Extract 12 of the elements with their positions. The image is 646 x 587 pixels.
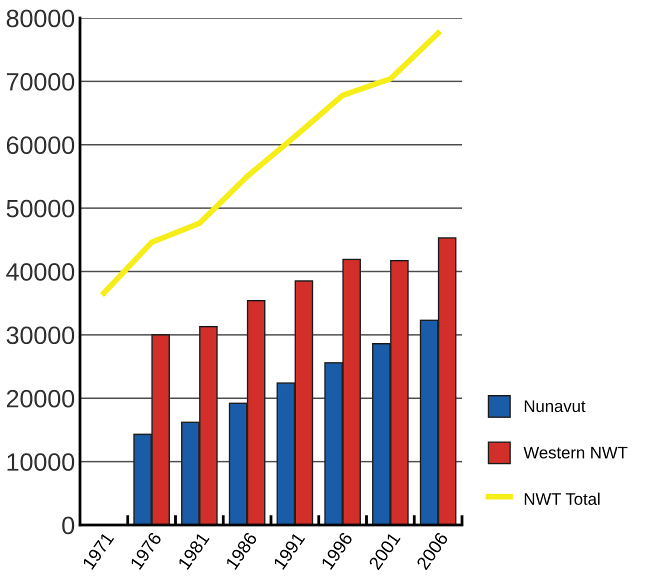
y-tick-label: 30000 <box>6 326 74 344</box>
y-tick-label: 40000 <box>6 263 74 281</box>
y-tick-label: 70000 <box>6 72 74 91</box>
y-tick-label: 20000 <box>6 390 74 408</box>
legend-label: NWT Total <box>524 492 600 505</box>
legend-label: Nunavut <box>524 400 586 412</box>
y-tick-label: 80000 <box>6 10 74 28</box>
y-tick-label: 50000 <box>6 200 74 218</box>
y-tick-label: 0 <box>62 516 74 534</box>
legend-label: Western NWT <box>524 446 628 458</box>
y-tick-label: 10000 <box>8 453 74 471</box>
y-tick-label: 60000 <box>6 136 74 154</box>
